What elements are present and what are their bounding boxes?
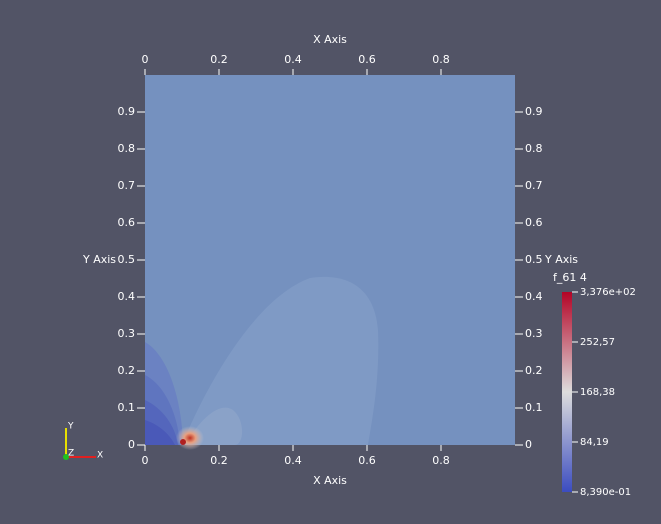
- y-tick-label: 0.2: [525, 364, 543, 377]
- x-axis-title: X Axis: [313, 33, 347, 46]
- y-tick-label: 0.7: [118, 179, 136, 192]
- y-tick-label: 0.9: [118, 105, 136, 118]
- y-tick-label: 0.8: [118, 142, 136, 155]
- axis-z: Z: [68, 449, 74, 459]
- y-tick-label: 0.4: [118, 290, 136, 303]
- colorbar-label: 3,376e+02: [580, 287, 636, 298]
- colorbar: f_61 4: [553, 271, 587, 492]
- colorbar-label: 8,390e-01: [580, 487, 631, 498]
- x-tick-label: 0.8: [432, 454, 450, 467]
- x-tick-label: 0.8: [432, 53, 450, 66]
- y-axis-title: Y Axis: [544, 253, 578, 266]
- x-axis-title: X Axis: [313, 474, 347, 487]
- y-tick-label: 0.7: [525, 179, 543, 192]
- y-tick-label: 0.3: [118, 327, 136, 340]
- colorbar-label: 168,38: [580, 387, 615, 398]
- y-tick-label: 0.9: [525, 105, 543, 118]
- y-axis-title: Y Axis: [82, 253, 116, 266]
- x-tick-label: 0.4: [284, 53, 302, 66]
- field: [145, 75, 515, 450]
- y-tick-label: 0.4: [525, 290, 543, 303]
- y-tick-label: 0.3: [525, 327, 543, 340]
- colorbar-label: 252,57: [580, 337, 615, 348]
- x-tick-label: 0.4: [284, 454, 302, 467]
- x-tick-label: 0: [142, 53, 149, 66]
- x-tick-label: 0.6: [358, 454, 376, 467]
- axis-x: X: [97, 451, 103, 461]
- y-tick-label: 0.5: [525, 253, 543, 266]
- x-tick-label: 0: [142, 454, 149, 467]
- y-tick-label: 0.2: [118, 364, 136, 377]
- colorbar-label: 84,19: [580, 437, 609, 448]
- y-tick-label: 0.6: [118, 216, 136, 229]
- y-tick-label: 0: [525, 438, 532, 451]
- colorbar-gradient: [562, 292, 572, 492]
- y-tick-label: 0.6: [525, 216, 543, 229]
- colorbar-title: f_61 4: [553, 271, 587, 284]
- x-tick-label: 0.2: [210, 53, 228, 66]
- y-tick-label: 0.5: [118, 253, 136, 266]
- x-tick-label: 0.6: [358, 53, 376, 66]
- y-tick-label: 0: [128, 438, 135, 451]
- y-tick-label: 0.1: [118, 401, 136, 414]
- orientation-axes: Y X Z: [63, 422, 103, 461]
- y-tick-label: 0.1: [525, 401, 543, 414]
- y-tick-label: 0.8: [525, 142, 543, 155]
- axis-y: Y: [67, 422, 74, 432]
- x-tick-label: 0.2: [210, 454, 228, 467]
